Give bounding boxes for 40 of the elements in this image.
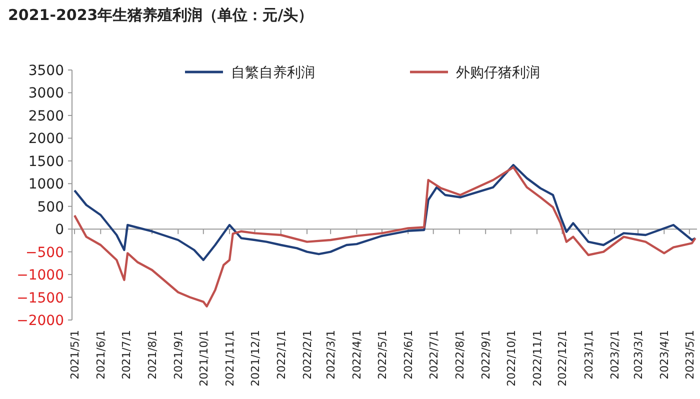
x-tick-label: 2022/1/1 [274, 330, 288, 380]
legend-label: 自繁自养利润 [231, 65, 315, 81]
x-tick-label: 2022/10/1 [504, 330, 518, 386]
x-tick-label: 2023/1/1 [582, 330, 596, 380]
x-tick-label: 2021/11/1 [224, 330, 237, 386]
x-tick-label: 2023/5/1 [683, 330, 696, 380]
x-tick-label: 2021/12/1 [248, 330, 262, 386]
y-tick-label: 500 [37, 199, 64, 216]
y-tick-label: 1500 [28, 154, 64, 170]
x-tick-label: 2021/9/1 [172, 330, 186, 380]
legend-label: 外购仔猪利润 [456, 65, 540, 81]
y-tick-label: 1000 [28, 176, 64, 193]
x-tick-label: 2022/7/1 [427, 330, 440, 380]
x-tick-label: 2021/8/1 [146, 330, 160, 380]
y-tick-label: −500 [26, 244, 64, 261]
y-tick-label: −2000 [16, 313, 64, 329]
x-tick-label: 2021/7/1 [120, 330, 133, 380]
x-tick-label: 2023/4/1 [658, 330, 672, 380]
x-tick-label: 2022/3/1 [324, 330, 338, 380]
y-tick-label: −1500 [16, 290, 64, 306]
x-tick-label: 2022/9/1 [480, 330, 493, 380]
x-tick-label: 2022/4/1 [350, 330, 364, 380]
chart-title: 2021-2023年生猪养殖利润（单位：元/头） [8, 6, 314, 24]
x-tick-label: 2021/10/1 [197, 330, 210, 386]
y-tick-label: 3000 [28, 86, 64, 102]
x-tick-label: 2022/5/1 [376, 330, 389, 380]
x-tick-label: 2021/6/1 [94, 330, 108, 380]
y-tick-label: 0 [55, 222, 64, 238]
x-tick-label: 2022/2/1 [301, 330, 314, 380]
x-tick-label: 2022/6/1 [402, 330, 416, 380]
x-tick-label: 2022/12/1 [556, 330, 570, 386]
y-tick-label: −1000 [16, 268, 64, 284]
x-tick-label: 2023/2/1 [608, 330, 622, 380]
y-tick-label: 2500 [28, 108, 64, 124]
y-tick-label: 3500 [28, 63, 64, 79]
x-tick-label: 2022/11/1 [530, 330, 544, 386]
x-tick-label: 2021/5/1 [68, 330, 82, 380]
x-tick-label: 2023/3/1 [632, 330, 646, 380]
x-tick-label: 2022/8/1 [453, 330, 466, 380]
y-tick-label: 2000 [28, 131, 64, 148]
